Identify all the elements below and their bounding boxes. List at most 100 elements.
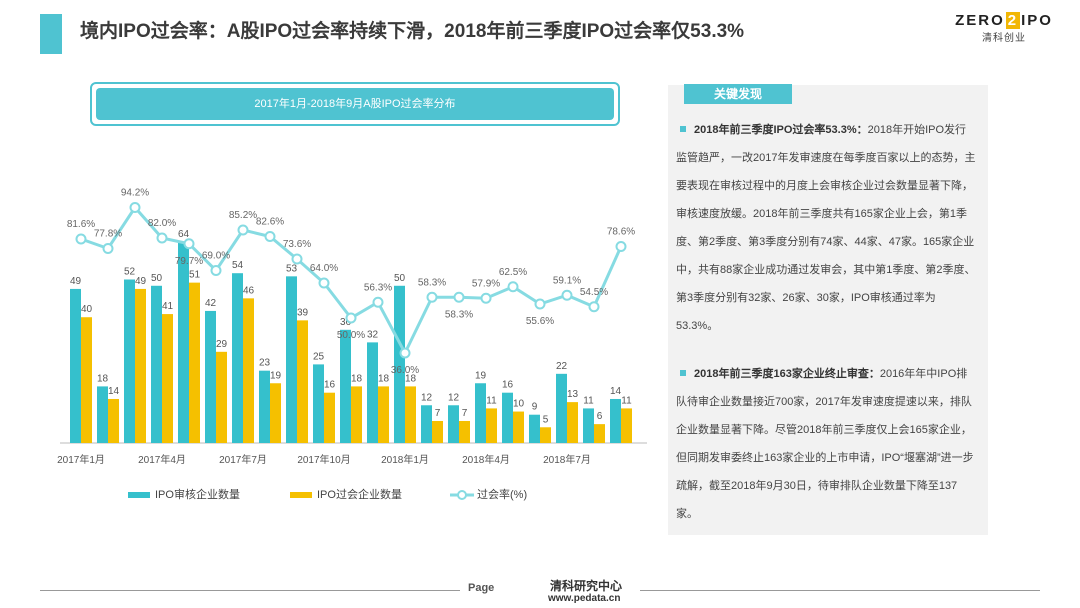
bar-pass (351, 386, 362, 443)
bar-pass-label: 29 (216, 339, 228, 350)
finding-2-title: 2018年前三季度163家企业终止审查： (694, 368, 880, 380)
bar-pass (270, 383, 281, 443)
x-tick-label: 2018年1月 (381, 453, 429, 466)
rate-point (561, 289, 573, 301)
rate-point (237, 224, 249, 236)
x-tick-label: 2018年7月 (543, 453, 591, 466)
bar-pass-label: 49 (135, 276, 147, 287)
rate-point (507, 281, 519, 293)
bar-pass (324, 392, 335, 443)
rate-label: 58.3% (418, 277, 446, 288)
rate-label: 56.3% (364, 282, 392, 293)
bar-pass (432, 420, 443, 443)
rate-point (399, 347, 411, 359)
bar-pass-label: 46 (243, 285, 255, 296)
rate-label: 78.6% (607, 227, 635, 238)
rate-point (75, 233, 87, 245)
bar-audit-label: 19 (475, 370, 487, 381)
rate-point (156, 232, 168, 244)
rate-label: 58.3% (445, 309, 473, 320)
bar-audit-label: 64 (178, 229, 190, 240)
logo-mark: ZERO 2 IPO (955, 12, 1053, 29)
finding-item-2: 2018年前三季度163家企业终止审查：2016年年中IPO排队待审企业数量接近… (676, 360, 976, 528)
bar-pass (135, 288, 146, 443)
rate-point (588, 301, 600, 313)
rate-point (264, 231, 276, 242)
x-tick-label: 2017年1月 (57, 453, 105, 466)
bar-pass-label: 51 (189, 270, 201, 281)
bar-audit-label: 42 (205, 298, 217, 309)
bar-pass (594, 424, 605, 443)
bar-pass (567, 402, 578, 443)
legend-swatch (128, 492, 150, 498)
findings-panel (668, 85, 988, 535)
logo-subtitle: 清科创业 (982, 33, 1026, 44)
bar-pass-label: 16 (324, 380, 336, 391)
bar-audit (394, 285, 405, 443)
bar-audit (178, 241, 189, 443)
x-tick-label: 2017年7月 (219, 453, 267, 466)
bar-audit (529, 414, 540, 443)
rate-label: 50.0% (337, 330, 365, 341)
rate-label: 64.0% (310, 263, 338, 274)
finding-1-body: 2018年开始IPO发行监管趋严，一改2017年发审速度在每季度百家以上的态势，… (676, 124, 976, 332)
rate-point (345, 312, 357, 324)
bar-pass (108, 398, 119, 443)
legend-label: IPO过会企业数量 (317, 487, 402, 501)
legend-swatch (290, 492, 312, 498)
footer-page-label: Page (468, 582, 495, 594)
finding-1-title: 2018年前三季度IPO过会率53.3%： (694, 124, 868, 136)
rate-label: 81.6% (67, 219, 95, 230)
bar-pass (486, 408, 497, 443)
bar-pass (243, 298, 254, 443)
bar-pass (405, 386, 416, 443)
bar-audit (556, 373, 567, 443)
bar-audit (502, 392, 513, 443)
x-tick-label: 2017年10月 (297, 453, 350, 466)
bar-audit (151, 285, 162, 443)
bar-audit-label: 50 (394, 273, 406, 284)
title-accent-bar (40, 14, 62, 54)
rate-label: 62.5% (499, 267, 527, 278)
rate-point (183, 238, 195, 250)
bar-audit-label: 14 (610, 386, 622, 397)
bar-pass-label: 39 (297, 307, 309, 318)
rate-label: 79.7% (175, 256, 203, 267)
bar-pass-label: 40 (81, 304, 93, 315)
bar-pass (216, 351, 227, 443)
bar-pass-label: 18 (378, 373, 390, 384)
footer-divider-right (640, 590, 1040, 591)
rate-label: 69.0% (202, 251, 230, 262)
rate-point (102, 243, 114, 254)
bar-audit (475, 383, 486, 443)
bar-audit (421, 405, 432, 443)
rate-label: 77.8% (94, 229, 122, 240)
bar-audit-label: 54 (232, 260, 244, 271)
rate-point (453, 291, 465, 303)
rate-label: 57.9% (472, 278, 500, 289)
bar-audit (259, 370, 270, 443)
rate-label: 55.6% (526, 316, 554, 327)
footer-url: www.pedata.cn (548, 593, 621, 604)
bar-pass-label: 7 (435, 408, 441, 419)
finding-2-body: 2016年年中IPO排队待审企业数量接近700家，2017年发审速度提速以来，排… (676, 368, 974, 520)
bar-pass (162, 314, 173, 443)
bar-audit-label: 9 (532, 402, 538, 413)
bar-pass-label: 13 (567, 389, 579, 400)
bar-pass-label: 6 (597, 411, 603, 422)
bar-audit-label: 11 (583, 395, 594, 406)
bar-audit (232, 273, 243, 443)
bar-pass-label: 18 (405, 373, 417, 384)
rate-point (426, 291, 438, 303)
rate-point (210, 265, 222, 276)
bar-audit-label: 50 (151, 273, 163, 284)
chart-title: 2017年1月-2018年9月A股IPO过会率分布 (96, 88, 614, 120)
bar-audit (340, 329, 351, 443)
logo: ZERO 2 IPO 清科创业 (954, 12, 1054, 44)
chart-title-box: 2017年1月-2018年9月A股IPO过会率分布 (90, 82, 620, 126)
bar-audit-label: 49 (70, 276, 82, 287)
bar-audit (610, 398, 621, 443)
x-tick-label: 2018年4月 (462, 453, 510, 466)
bar-audit (286, 276, 297, 443)
